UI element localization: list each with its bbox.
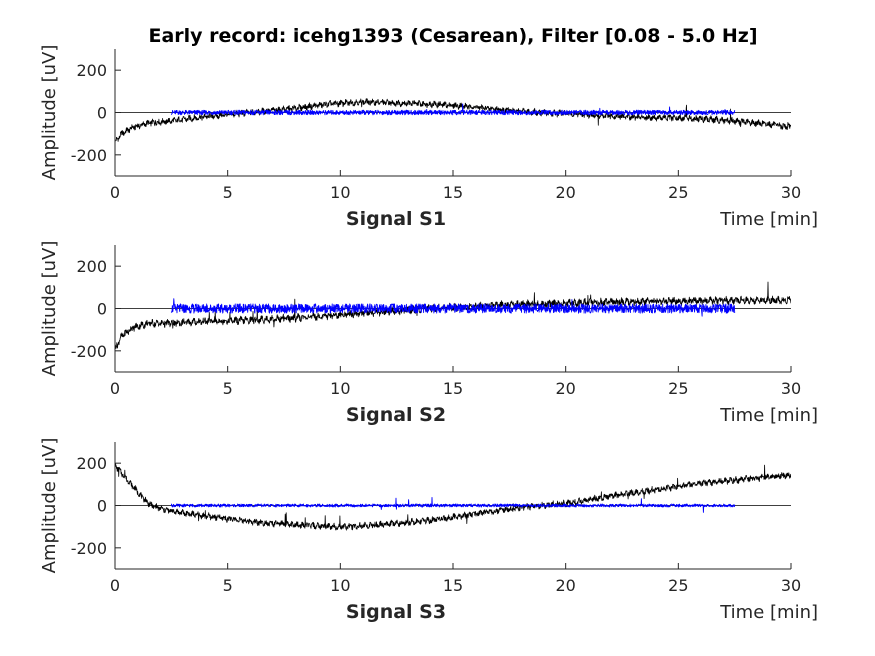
x-tick-label: 10 — [330, 183, 350, 202]
x-tick-label: 30 — [781, 379, 801, 398]
y-tick-label: -200 — [71, 146, 107, 165]
x-tick-label: 5 — [223, 379, 233, 398]
x-axis-label: Signal S1 — [346, 208, 446, 230]
y-tick-label: 0 — [97, 104, 107, 123]
x-tick-label: 10 — [330, 379, 350, 398]
x-tick-label: 15 — [443, 379, 463, 398]
y-axis-label: Amplitude [uV] — [39, 241, 60, 377]
figure-title: Early record: icehg1393 (Cesarean), Filt… — [148, 25, 757, 47]
filtered-signal-trace — [170, 298, 736, 317]
y-tick-label: -200 — [71, 342, 107, 361]
x-tick-label: 30 — [781, 576, 801, 595]
time-unit-label: Time [min] — [719, 209, 818, 230]
x-tick-label: 20 — [555, 576, 575, 595]
x-tick-label: 0 — [110, 576, 120, 595]
x-axis-label: Signal S2 — [346, 404, 446, 426]
x-tick-label: 10 — [330, 576, 350, 595]
x-tick-label: 25 — [668, 576, 688, 595]
traces — [115, 98, 791, 144]
x-axis-label: Signal S3 — [346, 601, 446, 623]
traces — [115, 463, 791, 531]
x-tick-label: 20 — [555, 379, 575, 398]
y-axis-label: Amplitude [uV] — [39, 438, 60, 574]
filtered-signal-trace — [170, 497, 736, 513]
filtered-signal-trace — [171, 103, 736, 116]
raw-signal-trace — [115, 281, 791, 350]
x-tick-label: 0 — [110, 379, 120, 398]
x-tick-label: 15 — [443, 576, 463, 595]
raw-signal-trace — [115, 98, 791, 144]
y-tick-label: 200 — [76, 454, 107, 473]
y-tick-label: 0 — [97, 497, 107, 516]
y-tick-label: 200 — [76, 61, 107, 80]
x-tick-label: 20 — [555, 183, 575, 202]
x-tick-label: 30 — [781, 183, 801, 202]
y-tick-label: -200 — [71, 539, 107, 558]
x-tick-label: 5 — [223, 183, 233, 202]
x-tick-label: 25 — [668, 379, 688, 398]
x-tick-label: 5 — [223, 576, 233, 595]
raw-signal-trace — [115, 463, 791, 531]
x-tick-label: 25 — [668, 183, 688, 202]
y-tick-label: 200 — [76, 257, 107, 276]
time-unit-label: Time [min] — [719, 405, 818, 426]
x-tick-label: 0 — [110, 183, 120, 202]
y-tick-label: 0 — [97, 300, 107, 319]
time-unit-label: Time [min] — [719, 602, 818, 623]
traces — [115, 281, 791, 350]
y-axis-label: Amplitude [uV] — [39, 45, 60, 181]
x-tick-label: 15 — [443, 183, 463, 202]
